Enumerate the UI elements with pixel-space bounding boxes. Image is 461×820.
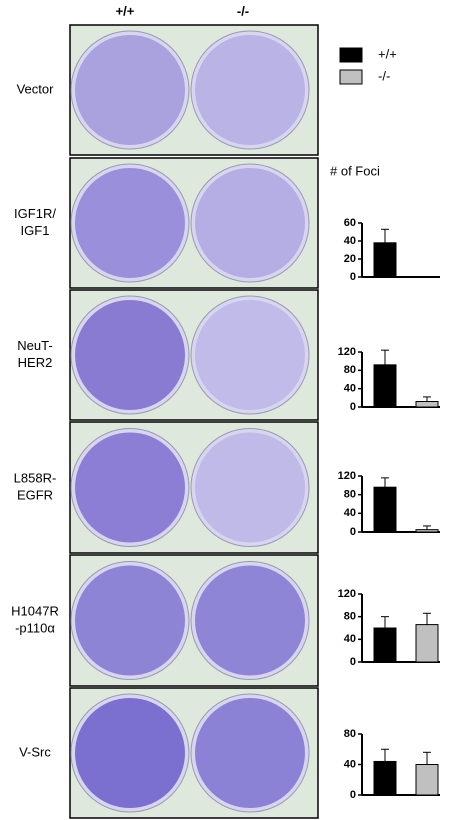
bar: [415, 529, 439, 533]
bar: [373, 627, 397, 663]
plate: [75, 698, 185, 808]
row-label: IGF1: [21, 223, 50, 238]
y-tick-label: 0: [350, 271, 356, 283]
bar: [373, 242, 397, 278]
plate: [195, 300, 305, 410]
y-tick-label: 60: [344, 217, 356, 229]
y-tick-label: 20: [344, 253, 356, 265]
y-tick-label: 0: [350, 656, 356, 668]
column-header: +/+: [116, 3, 135, 18]
plate: [195, 168, 305, 278]
y-tick-label: 40: [344, 633, 356, 645]
y-tick-label: 40: [344, 235, 356, 247]
plate: [75, 168, 185, 278]
row-label: H1047R: [11, 603, 59, 618]
row-label: L858R-: [14, 470, 57, 485]
y-tick-label: 80: [344, 364, 356, 376]
bar: [373, 364, 397, 408]
plate: [75, 300, 185, 410]
y-tick-label: 40: [344, 507, 356, 519]
y-tick-label: 40: [344, 758, 356, 770]
row-label: HER2: [18, 355, 53, 370]
plate: [195, 432, 305, 543]
plate: [195, 35, 305, 145]
bar: [373, 486, 397, 533]
bar: [415, 401, 439, 408]
y-tick-label: 0: [350, 526, 356, 538]
plate: [75, 432, 185, 543]
plate: [195, 698, 305, 808]
legend-swatch: [339, 47, 363, 63]
row-label: NeuT-: [17, 338, 52, 353]
column-header: -/-: [237, 3, 249, 18]
y-tick-label: 80: [344, 728, 356, 740]
plate: [195, 565, 305, 676]
y-tick-label: 40: [344, 383, 356, 395]
plate: [75, 35, 185, 145]
y-tick-label: 0: [350, 789, 356, 801]
y-tick-label: 120: [338, 588, 356, 600]
y-tick-label: 120: [338, 346, 356, 358]
row-label: -p110α: [15, 620, 55, 635]
y-tick-label: 0: [350, 401, 356, 413]
y-tick-label: 80: [344, 611, 356, 623]
bar: [415, 624, 439, 663]
y-tick-label: 120: [338, 470, 356, 482]
row-label: EGFR: [17, 487, 53, 502]
legend-swatch: [339, 69, 363, 85]
legend-label: +/+: [378, 46, 397, 61]
y-tick-label: 80: [344, 489, 356, 501]
bar: [415, 764, 439, 796]
legend-label: -/-: [378, 68, 390, 83]
chart-title: # of Foci: [330, 163, 380, 178]
bar: [373, 760, 397, 796]
row-label: Vector: [17, 81, 55, 96]
row-label: IGF1R/: [14, 206, 56, 221]
plate: [75, 565, 185, 676]
row-label: V-Src: [19, 744, 51, 759]
